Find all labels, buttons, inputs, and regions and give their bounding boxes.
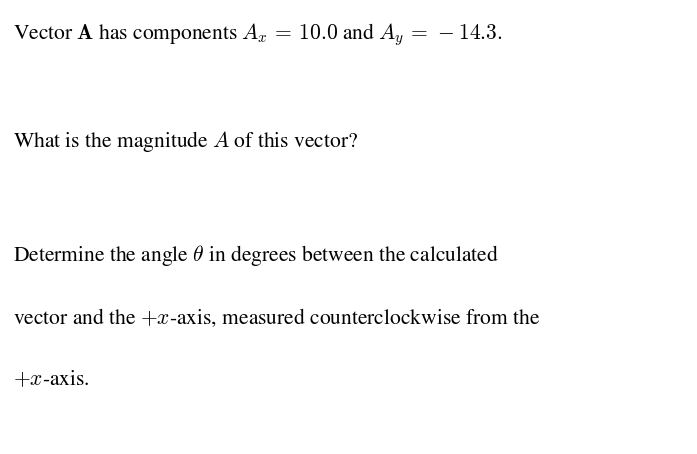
Text: vector and the $+x$-axis, measured counterclockwise from the: vector and the $+x$-axis, measured count… xyxy=(13,307,540,329)
Text: What is the magnitude $A$ of this vector?: What is the magnitude $A$ of this vector… xyxy=(13,129,358,154)
Text: $+x$-axis.: $+x$-axis. xyxy=(13,370,89,390)
Text: Vector $\mathbf{A}$ has components $A_x\, =\, 10.0$ and $A_y\, =\, -14.3.$: Vector $\mathbf{A}$ has components $A_x\… xyxy=(13,21,503,48)
Text: Determine the angle $\theta$ in degrees between the calculated: Determine the angle $\theta$ in degrees … xyxy=(13,243,498,268)
